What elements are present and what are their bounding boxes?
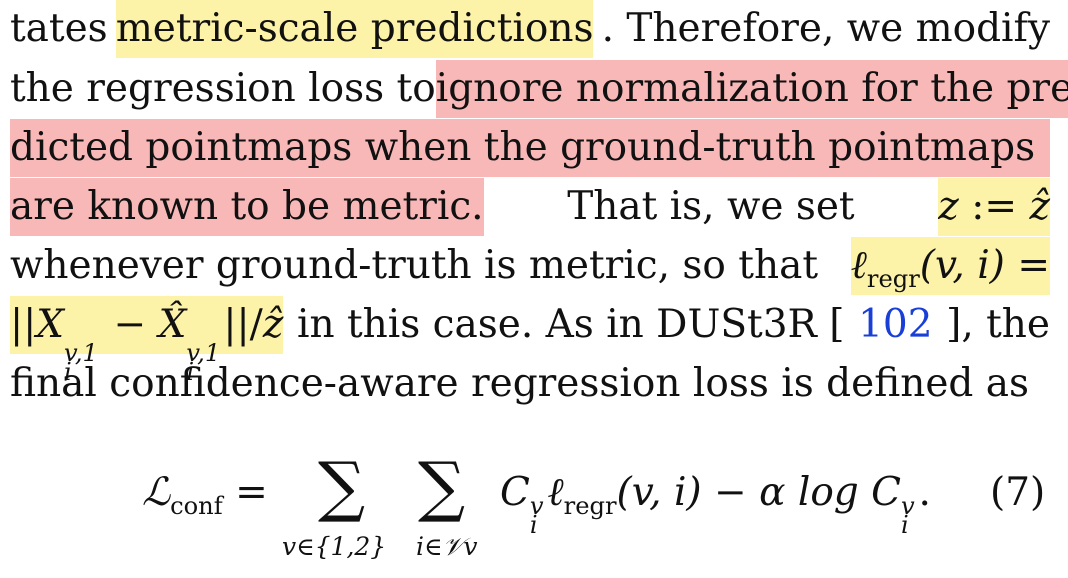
math-sub: i xyxy=(64,358,72,387)
equation-lhs: ℒconf = xyxy=(142,470,268,518)
math-eq: = xyxy=(1017,243,1050,288)
text-segment: in this case. As in DUSt3R [ xyxy=(296,302,845,347)
math-equals: = xyxy=(235,470,268,515)
math-sub: i xyxy=(529,511,538,540)
math-sup: v xyxy=(529,491,544,520)
equation-number: (7) xyxy=(990,470,1046,515)
citation-link[interactable]: 102 xyxy=(858,302,933,347)
math-norm-open: || xyxy=(10,302,37,347)
sum-subscript-1: v∈{1,2} xyxy=(282,532,387,561)
math-ell: ℓ xyxy=(850,243,867,288)
text-segment: final confidence-aware regression loss i… xyxy=(10,361,1030,406)
text-segment: whenever ground-truth is metric, so that xyxy=(10,243,818,288)
highlight-yellow: metric-scale predictions xyxy=(115,0,594,58)
text-line-2: the regression loss to ignore normalizat… xyxy=(10,60,1068,118)
text-segment: tates xyxy=(10,6,108,51)
math-lregr: ℓregr(v, i) = xyxy=(850,237,1050,295)
highlight-red: dicted pointmaps when the ground-truth p… xyxy=(10,119,1050,177)
math-sup: v xyxy=(901,491,915,520)
text-segment: the regression loss to xyxy=(10,66,436,111)
math-regr-sub: regr xyxy=(563,491,617,520)
math-zhat: ẑ xyxy=(1029,184,1050,229)
math-L: ℒ xyxy=(142,470,171,515)
math-ell: ℓ xyxy=(547,470,564,515)
math-sup: v,1 xyxy=(186,338,221,367)
math-body-args: (v, i) − α log C xyxy=(616,470,901,515)
sum-subscript-2: i∈𝒱v xyxy=(416,532,478,561)
math-norm-close: ||/ xyxy=(223,302,263,347)
text-segment: . Therefore, we modify xyxy=(601,6,1050,51)
text-line-3: dicted pointmaps when the ground-truth p… xyxy=(10,119,1050,177)
text-line-6: ||X v,1 i − X̂ v,1 i ||/ẑ in this case. As in… xyxy=(10,296,1050,386)
math-period: . xyxy=(918,470,931,515)
math-sub: i xyxy=(901,511,909,540)
highlight-red: are known to be metric. xyxy=(10,178,484,236)
math-X: X xyxy=(36,302,65,347)
highlight-red: ignore normalization for the pre- xyxy=(435,60,1068,118)
text-segment: That is, we set xyxy=(567,184,855,229)
math-minus: − xyxy=(113,302,147,347)
math-conf-sub: conf xyxy=(170,491,223,520)
math-regr-sub: regr xyxy=(866,264,920,293)
text-line-7: final confidence-aware regression loss i… xyxy=(10,355,1050,413)
text-line-1: tates metric-scale predictions . Therefo… xyxy=(10,0,1050,58)
math-sup: v,1 xyxy=(64,338,98,367)
math-z: z xyxy=(938,184,959,229)
text-line-5: whenever ground-truth is metric, so that… xyxy=(10,237,1050,295)
math-C: C xyxy=(500,470,530,515)
math-args: (v, i) xyxy=(919,243,1005,288)
math-zhat: ẑ xyxy=(262,302,284,347)
sum-symbol-1: ∑ xyxy=(318,448,366,525)
math-sub: i xyxy=(186,358,195,387)
text-line-4: are known to be metric. That is, we set … xyxy=(10,178,1050,236)
math-norm-expression: ||X v,1 i − X̂ v,1 i ||/ẑ xyxy=(10,296,284,386)
text-segment: ], the xyxy=(946,302,1050,347)
math-z-assign: z := ẑ xyxy=(938,178,1050,236)
sum-symbol-2: ∑ xyxy=(418,448,466,525)
math-assign: := xyxy=(971,184,1018,229)
math-Xhat: X̂ xyxy=(158,302,187,347)
